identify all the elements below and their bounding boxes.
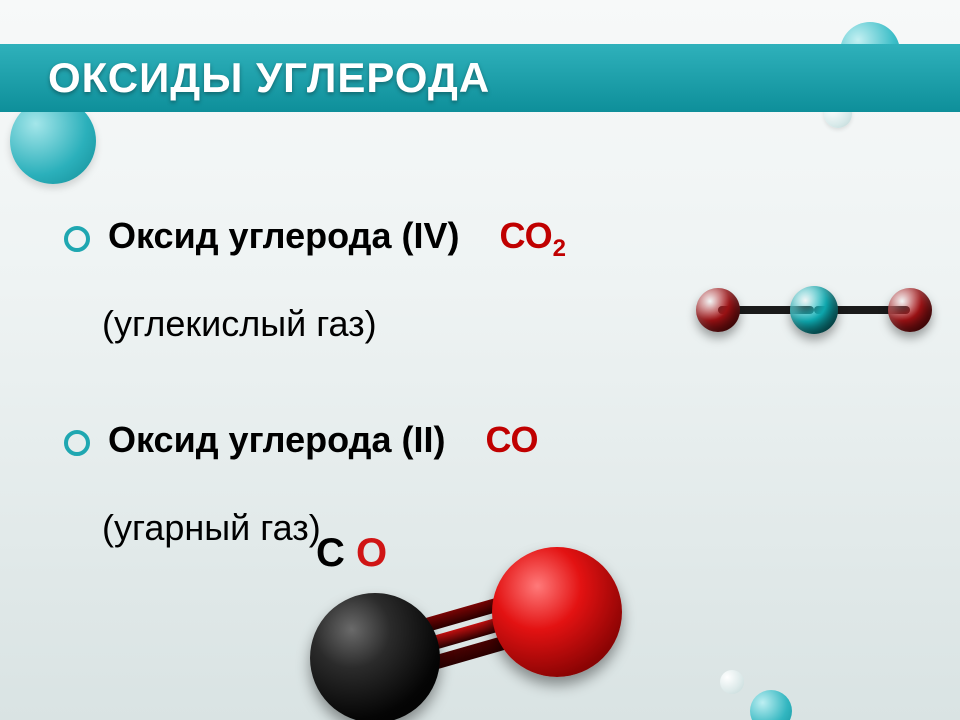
molecule-co2 [696,270,936,350]
bullet-icon [64,226,90,252]
atom-o [888,288,932,332]
item-note: (угарный газ) [102,507,321,549]
bullet-icon [64,430,90,456]
item-heading: Оксид углерода (IV) [108,215,459,257]
content-area: Оксид углерода (IV) СО2 (углекислый газ)… [64,215,904,549]
item-formula: СО [485,419,538,467]
item-heading: Оксид углерода (II) [108,419,445,461]
atom-labels: C O [316,531,387,576]
title-band: ОКСИДЫ УГЛЕРОДА [0,44,960,112]
item-note: (углекислый газ) [102,303,377,345]
atom-o [696,288,740,332]
item-formula: СО2 [499,215,565,263]
decor-circle [720,670,744,694]
decor-circle [750,690,792,720]
formula-sub: 2 [553,235,566,262]
formula-base: СО [499,215,552,256]
atom-label-o: O [356,531,387,575]
atom-o [492,547,622,677]
atom-c [310,593,440,720]
slide-title: ОКСИДЫ УГЛЕРОДА [48,54,490,102]
list-item: Оксид углерода (IV) СО2 [64,215,904,263]
molecule-co: C O [310,535,630,705]
atom-label-c: C [316,531,345,575]
list-item: Оксид углерода (II) СО [64,419,904,467]
atom-c [790,286,838,334]
slide-root: ОКСИДЫ УГЛЕРОДА Оксид углерода (IV) СО2 … [0,0,960,720]
formula-base: СО [485,419,538,460]
